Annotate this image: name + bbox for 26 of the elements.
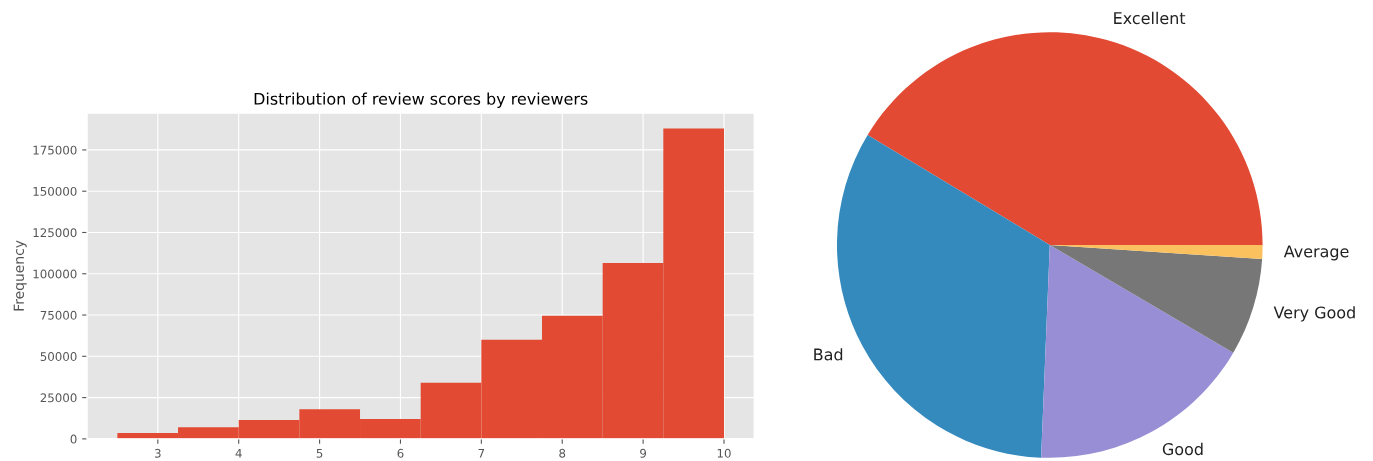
x-tick-label: 7	[478, 448, 485, 458]
y-tick-label: 100000	[33, 269, 77, 279]
y-tick-label: 50000	[40, 352, 77, 361]
x-tick-label: 5	[316, 448, 323, 458]
x-tick-label: 3	[154, 448, 161, 458]
x-tick-label: 6	[397, 448, 404, 458]
y-tick-label: 125000	[33, 228, 77, 238]
y-tick-label: 25000	[40, 393, 77, 403]
x-tick-label: 10	[717, 448, 731, 458]
y-tick-label: 0	[70, 434, 77, 444]
slice-label: Bad	[814, 348, 843, 361]
slice-label: Excellent	[1114, 11, 1186, 25]
y-tick-label: 75000	[40, 310, 77, 320]
slice-label: Good	[1162, 442, 1203, 456]
pie-slice	[1041, 245, 1234, 458]
slice-label: Very Good	[1273, 306, 1355, 322]
slice-label: Average	[1283, 245, 1349, 261]
x-tick-label: 4	[235, 448, 242, 458]
x-tick-label: 8	[559, 448, 566, 458]
y-tick-label: 175000	[33, 145, 77, 155]
pie-slice	[1049, 245, 1263, 353]
chart-title: Distribution of review scores by reviewers	[254, 92, 588, 108]
pie-slice	[867, 32, 1263, 246]
x-tick-label: 9	[640, 448, 647, 458]
y-tick-label: 150000	[33, 186, 77, 196]
y-axis-title: Frequency	[13, 240, 27, 311]
